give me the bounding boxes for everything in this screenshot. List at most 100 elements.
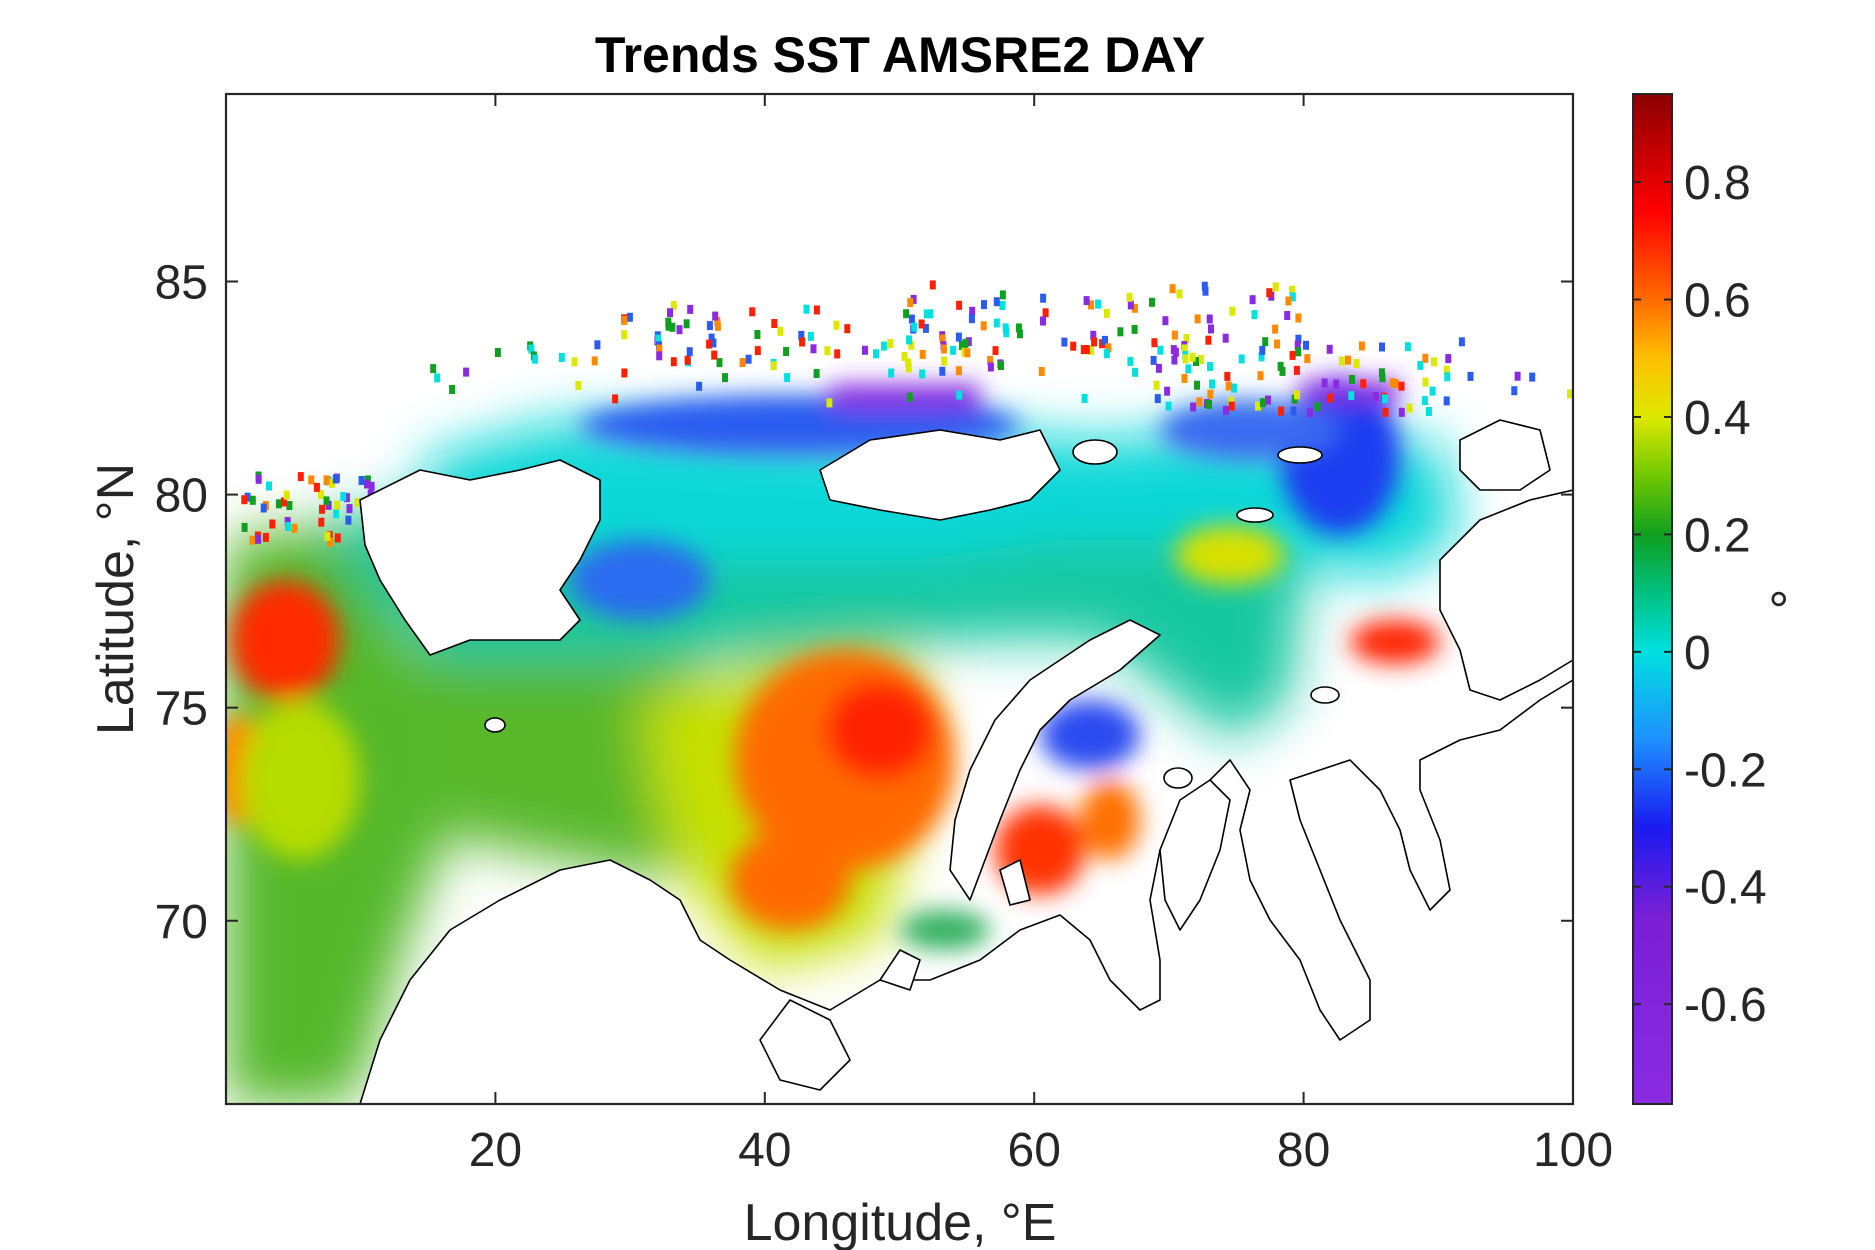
ice-edge-pixel: [284, 517, 291, 526]
ice-edge-pixel: [621, 315, 628, 325]
ice-edge-pixel: [1425, 407, 1432, 416]
ice-edge-pixel: [354, 498, 361, 508]
land-masses: [359, 419, 1573, 1104]
ice-edge-pixel: [308, 475, 315, 485]
ice-edge-pixel: [285, 522, 291, 531]
x-tick-label: 60: [1008, 1124, 1061, 1177]
colorbar-ticks: -0.6 -0.4 -0.2 0 0.2 0.4 0.6 0.8: [1633, 157, 1767, 1032]
ice-edge-pixel: [887, 339, 894, 349]
ice-edge-pixel: [255, 474, 262, 484]
ice-edge-pixel: [1295, 313, 1302, 323]
ice-edge-pixel: [1087, 346, 1094, 355]
ice-edge-pixel: [987, 355, 994, 365]
ice-edge-pixel: [324, 531, 331, 541]
ice-edge-pixel: [905, 363, 912, 373]
ice-edge-pixel: [334, 500, 341, 510]
ice-edge-pixel: [1444, 372, 1451, 382]
ice-edge-pixel: [1015, 323, 1022, 333]
ice-edge-pixel: [833, 320, 840, 330]
ice-edge-pixel: [807, 331, 814, 341]
ice-edge-pixel: [364, 479, 370, 489]
ice-edge-pixel: [1185, 364, 1192, 374]
ice-edge-pixel: [1090, 330, 1097, 340]
ice-edge-pixel: [1153, 380, 1160, 390]
ice-edge-pixel: [1198, 355, 1205, 364]
ice-edge-pixel: [1126, 292, 1133, 302]
ice-edge-pixel: [1333, 379, 1340, 389]
ice-edge-pixel: [676, 325, 683, 335]
ice-edge-pixel: [262, 532, 269, 542]
x-tick-label: 40: [738, 1124, 791, 1177]
ice-edge-pixel: [1314, 402, 1321, 412]
ice-edge-pixel: [1278, 406, 1285, 416]
ice-edge-pixel: [1207, 389, 1214, 399]
ice-edge-pixel: [1257, 371, 1264, 381]
ice-edge-pixel: [1117, 327, 1124, 337]
ice-edge-pixel: [1231, 383, 1238, 393]
ice-edge-pixel: [463, 367, 470, 377]
ice-edge-pixel: [1272, 324, 1279, 334]
ice-edge-pixel: [319, 504, 325, 514]
ice-edge-pixel: [784, 373, 791, 383]
ice-edge-pixel: [919, 349, 926, 359]
ice-edge-pixel: [343, 493, 350, 503]
ice-edge-pixel: [1249, 295, 1256, 305]
ice-edge-pixel: [1127, 356, 1134, 366]
ice-edge-pixel: [1529, 372, 1536, 382]
ice-edge-pixel: [1131, 303, 1138, 313]
ice-edge-pixel: [1157, 345, 1164, 355]
ice-edge-pixel: [1382, 394, 1388, 404]
ice-edge-pixel: [962, 338, 969, 348]
ice-edge-pixel: [958, 341, 965, 350]
ice-edge-pixel: [1511, 386, 1518, 396]
ice-edge-pixel: [1429, 386, 1436, 396]
ice-edge-pixel: [706, 339, 713, 349]
ice-edge-pixel: [956, 300, 963, 310]
colorbar-tick-label: 0.6: [1684, 275, 1751, 328]
ice-edge-pixel: [667, 308, 673, 318]
ice-edge-pixel: [1131, 324, 1138, 334]
ice-edge-pixel: [1016, 329, 1023, 339]
ice-edge-pixel: [323, 475, 330, 485]
ice-edge-pixel: [710, 338, 717, 348]
ice-edge-pixel: [683, 319, 690, 329]
ice-edge-pixel: [1207, 362, 1213, 371]
ice-edge-pixel: [612, 394, 619, 404]
ice-edge-pixel: [1223, 405, 1229, 415]
ice-edge-pixel: [754, 330, 761, 339]
ice-edge-pixel: [575, 381, 582, 390]
svalbard: [359, 459, 601, 656]
ice-edge-pixel: [626, 312, 633, 322]
ice-edge-pixel: [1070, 341, 1077, 351]
ice-edge-pixel: [368, 481, 375, 491]
ice-edge-pixel: [1208, 324, 1214, 334]
ice-edge-pixel: [968, 314, 975, 324]
ice-edge-pixel: [1202, 286, 1209, 296]
ice-edge-pixel: [940, 344, 947, 354]
ice-edge-pixel: [1088, 300, 1095, 310]
ice-edge-pixel: [1398, 407, 1405, 417]
ice-edge-pixel: [1206, 399, 1212, 409]
ice-edge-pixel: [905, 358, 912, 368]
ice-edge-pixel: [929, 280, 936, 290]
ice-edge-pixel: [903, 309, 910, 319]
ice-edge-pixel: [980, 321, 987, 331]
ice-edge-pixel: [803, 304, 810, 314]
ice-edge-pixel: [329, 478, 336, 488]
ice-edge-pixel: [286, 501, 293, 510]
ice-edge-pixel: [621, 368, 628, 378]
ice-edge-pixel: [1378, 368, 1385, 378]
ice-edge-pixel: [987, 362, 994, 372]
ice-edge-pixel: [908, 340, 915, 350]
ice-edge-pixel: [340, 492, 347, 501]
ice-edge-pixel: [656, 344, 663, 354]
eurasian-mainland: [359, 679, 1573, 1104]
ice-edge-pixel: [981, 300, 987, 310]
ice-edge-pixel: [1127, 300, 1134, 310]
ice-edge-pixel: [1404, 342, 1411, 352]
ice-edge-pixel: [1353, 359, 1360, 369]
ice-edge-pixel: [716, 358, 723, 368]
ice-edge-pixel: [826, 398, 833, 408]
ice-edge-pixel: [993, 318, 1000, 328]
ice-edge-pixel: [494, 348, 501, 357]
